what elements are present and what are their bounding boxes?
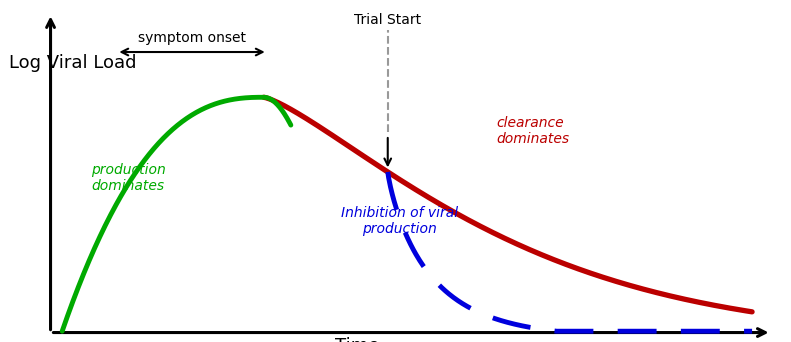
Text: Trial Start: Trial Start xyxy=(354,13,422,27)
Text: production
dominates: production dominates xyxy=(91,162,165,193)
Text: symptom onset: symptom onset xyxy=(138,31,246,45)
Text: Time: Time xyxy=(335,337,379,342)
Text: Log Viral Load: Log Viral Load xyxy=(9,54,137,72)
Text: Inhibition of viral
production: Inhibition of viral production xyxy=(341,206,458,236)
Text: clearance
dominates: clearance dominates xyxy=(496,116,570,146)
